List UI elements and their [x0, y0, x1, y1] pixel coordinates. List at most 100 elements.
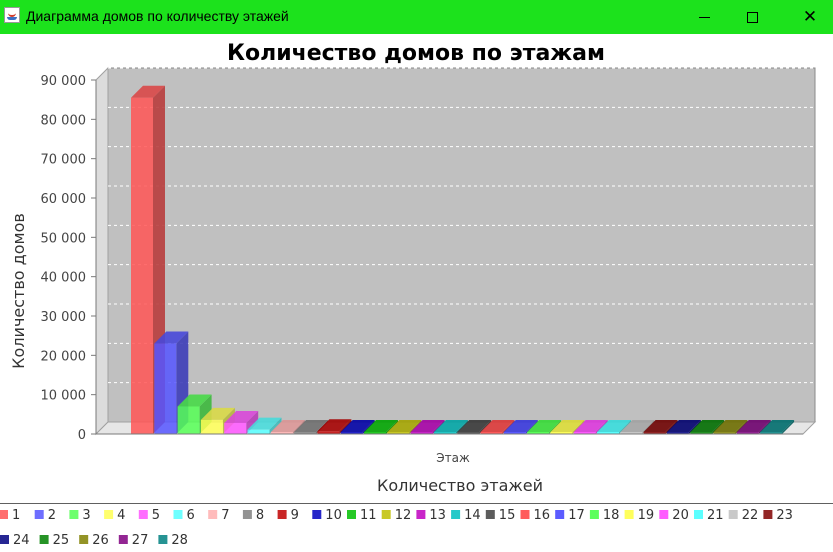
- bar-top-12: [387, 420, 422, 432]
- bar-side-28: [782, 420, 795, 434]
- y-tick-label: 10 000: [41, 389, 87, 404]
- legend-item-24: 24: [0, 533, 30, 548]
- maximize-button[interactable]: [729, 0, 775, 34]
- bar-front-2: [154, 343, 177, 434]
- legend-item-9: 9: [277, 508, 299, 523]
- legend-item-3: 3: [69, 508, 91, 523]
- bar-front-15: [457, 432, 480, 434]
- legend-label-1: 1: [12, 508, 20, 523]
- legend-label-23: 23: [776, 508, 793, 523]
- legend-label-2: 2: [48, 508, 56, 523]
- close-button[interactable]: ✕: [787, 0, 833, 34]
- bar-front-19: [550, 432, 573, 434]
- legend-label-27: 27: [132, 533, 149, 548]
- legend-swatch-11: [347, 510, 356, 519]
- legend-swatch-20: [659, 510, 669, 519]
- plot-side-wall: [95, 66, 109, 436]
- legend-divider: [0, 503, 833, 504]
- legend-label-14: 14: [464, 508, 481, 523]
- legend-swatch-16: [520, 510, 530, 519]
- y-tick-label: 90 000: [41, 74, 87, 89]
- bar-front-22: [620, 432, 643, 434]
- legend-label-8: 8: [256, 508, 264, 523]
- legend-swatch-1: [0, 510, 8, 519]
- bar-front-18: [527, 432, 550, 434]
- bar-top-9: [317, 419, 352, 432]
- bar-chart: 0 10 000 20 000 30 000 40 000 50 000 60 000 70 …: [9, 41, 817, 495]
- bar-top-5: [224, 410, 259, 423]
- bar-top-13: [410, 420, 445, 432]
- bar-top-14: [433, 420, 468, 432]
- legend-swatch-13: [416, 510, 426, 519]
- legend-item-20: 20: [659, 508, 689, 523]
- grid-lines: [108, 67, 815, 384]
- bar-top-24: [666, 420, 701, 432]
- legend-swatch-6: [173, 510, 183, 519]
- legend-item-26: 26: [79, 533, 109, 548]
- legend-swatch-14: [451, 510, 461, 519]
- legend-label-16: 16: [534, 508, 551, 523]
- bar-top-18: [527, 420, 562, 432]
- bar-front-28: [760, 432, 783, 434]
- bar-front-12: [387, 432, 410, 434]
- legend-item-23: 23: [763, 508, 793, 523]
- bar-top-1: [131, 85, 165, 98]
- bar-top-8: [294, 420, 329, 432]
- legend-item-14: 14: [451, 508, 481, 523]
- legend-label-6: 6: [187, 508, 195, 523]
- bar-front-5: [224, 422, 247, 434]
- bar-top-7: [270, 420, 305, 432]
- bar-side-6: [269, 417, 282, 434]
- legend-swatch-23: [763, 510, 773, 519]
- legend-label-25: 25: [53, 533, 70, 548]
- legend-item-28: 28: [158, 533, 188, 548]
- bar-front-7: [270, 432, 293, 434]
- legend-swatch-10: [312, 510, 322, 519]
- y-tick-label: 60 000: [41, 192, 87, 207]
- legend-swatch-9: [277, 510, 287, 519]
- bar-top-15: [457, 420, 492, 432]
- legend-label-10: 10: [325, 508, 342, 523]
- minimize-button[interactable]: [681, 0, 727, 34]
- java-coffee-cup-icon: [4, 7, 20, 23]
- x-axis-title: Количество этажей: [377, 476, 543, 495]
- bar-top-27: [736, 420, 771, 432]
- bar-front-14: [433, 432, 456, 434]
- legend-label-21: 21: [707, 508, 724, 523]
- bar-front-20: [573, 432, 596, 434]
- bar-top-20: [573, 420, 608, 432]
- legend-swatch-8: [242, 510, 252, 519]
- minimize-icon: [698, 16, 710, 18]
- bar-front-3: [177, 406, 200, 434]
- legend-item-11: 11: [347, 508, 377, 523]
- chart-title: Количество домов по этажам: [227, 41, 605, 66]
- legend-label-24: 24: [13, 533, 30, 548]
- legend-swatch-25: [39, 535, 49, 544]
- bar-front-6: [247, 429, 270, 434]
- bar-top-4: [200, 407, 235, 420]
- bar-front-8: [294, 432, 317, 434]
- legend-item-15: 15: [485, 508, 515, 523]
- bars: [131, 85, 795, 434]
- legend-label-5: 5: [152, 508, 160, 523]
- legend-item-21: 21: [694, 508, 724, 523]
- bar-top-23: [643, 420, 678, 432]
- legend-swatch-17: [555, 510, 565, 519]
- bar-28: [760, 420, 795, 434]
- bar-front-27: [736, 432, 759, 434]
- bar-top-28: [760, 420, 795, 432]
- bar-front-17: [503, 432, 526, 434]
- legend-swatch-19: [624, 510, 634, 519]
- legend-item-4: 4: [104, 508, 125, 523]
- y-axis-title: Количество домов: [9, 213, 28, 369]
- legend-label-26: 26: [92, 533, 109, 548]
- plot-frame: [94, 66, 817, 436]
- legend-label-19: 19: [638, 508, 655, 523]
- bar-top-16: [480, 420, 515, 432]
- close-icon: ✕: [802, 7, 818, 27]
- legend-label-9: 9: [291, 508, 299, 523]
- bar-front-10: [340, 432, 363, 434]
- legend-swatch-4: [104, 510, 114, 519]
- window-titlebar[interactable]: Диаграмма домов по количеству этажей ✕: [0, 0, 833, 34]
